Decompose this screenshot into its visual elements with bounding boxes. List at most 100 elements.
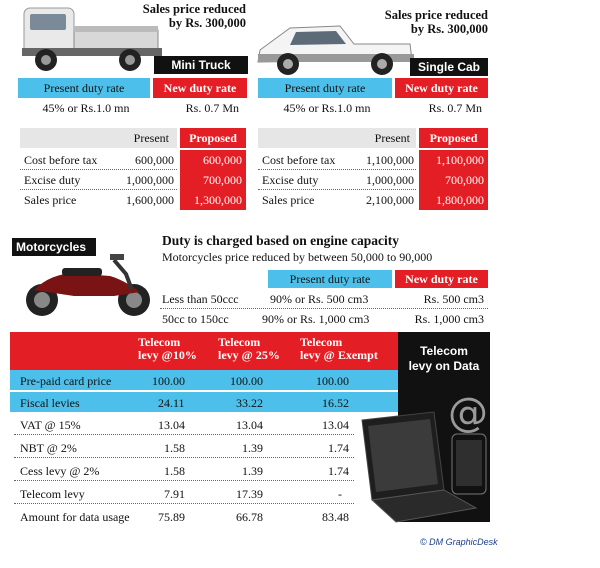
row-value: 100.00 <box>152 374 185 388</box>
motorcycles-subtitle: Motorcycles price reduced by between 50,… <box>162 250 433 264</box>
telecom-header-band <box>10 332 398 370</box>
row-label: Cess levy @ 2% <box>20 464 100 478</box>
divider <box>14 457 354 458</box>
row-label: Excise duty <box>262 173 319 187</box>
row-present: 1,100,000 <box>366 153 414 167</box>
present-duty-header: Present duty rate <box>268 270 392 288</box>
divider <box>258 169 416 170</box>
row-label: Amount for data usage <box>20 510 130 524</box>
row-label: Cost before tax <box>24 153 98 167</box>
new-duty-value: Rs. 0.7 Mn <box>185 101 239 115</box>
row-value: 13.04 <box>322 418 349 432</box>
row-value: 7.91 <box>164 487 185 501</box>
row-highlight <box>10 370 398 390</box>
col-header-line: Telecom <box>300 335 343 349</box>
telecom-col-header-2: Telecom levy @ 25% <box>218 336 280 362</box>
row-label: Less than 50ccc <box>162 292 239 306</box>
side-label-line: levy on Data <box>408 359 480 373</box>
caption-line: Sales price reduced <box>384 8 488 22</box>
table-row: Excise duty 1,000,000 <box>262 173 414 188</box>
table-row: Cost before tax 600,000 <box>24 153 174 168</box>
divider <box>160 308 488 309</box>
present-duty-header: Present duty rate <box>18 78 150 98</box>
single-cab-image <box>257 25 414 75</box>
copyright-icon: © <box>420 537 427 547</box>
row-value: 33.22 <box>236 396 263 410</box>
col-header-line: levy @ Exempt <box>300 348 378 362</box>
row-value: 1.58 <box>164 464 185 478</box>
present-duty-header: Present duty rate <box>258 78 392 98</box>
divider <box>20 169 177 170</box>
present-duty-value: 45% or Rs.1.0 mn <box>42 101 130 115</box>
row-proposed: 600,000 <box>203 153 242 167</box>
row-present: 1,000,000 <box>366 173 414 187</box>
row-value: 1.74 <box>328 464 349 478</box>
table-present-header: Present <box>20 128 177 148</box>
svg-text:@: @ <box>448 390 488 436</box>
table-proposed-header: Proposed <box>180 128 246 148</box>
new-duty-header: New duty rate <box>153 78 247 98</box>
proposed-column-bg <box>419 150 488 210</box>
proposed-column-bg <box>180 150 246 210</box>
row-value: 100.00 <box>316 374 349 388</box>
row-label: VAT @ 15% <box>20 418 81 432</box>
row-present: 1,000,000 <box>126 173 174 187</box>
mini-truck-label: Mini Truck <box>154 56 248 74</box>
row-value: 13.04 <box>236 418 263 432</box>
row-label: Pre-paid card price <box>20 374 112 388</box>
row-present: 2,100,000 <box>366 193 414 207</box>
row-value: 1.39 <box>242 441 263 455</box>
row-value: - <box>338 487 342 501</box>
motorcycles-title: Duty is charged based on engine capacity <box>162 233 400 248</box>
side-label-line: Telecom <box>420 344 468 358</box>
table-row: Cost before tax 1,100,000 <box>262 153 414 168</box>
divider <box>14 480 354 481</box>
row-new: Rs. 1,000 cm3 <box>414 312 484 326</box>
row-label: Sales price <box>24 193 77 207</box>
row-present: 600,000 <box>135 153 174 167</box>
row-present: 1,600,000 <box>126 193 174 207</box>
col-header-line: levy @ 25% <box>218 348 280 362</box>
row-new: Rs. 500 cm3 <box>423 292 484 306</box>
present-duty-value: 45% or Rs.1.0 mn <box>283 101 371 115</box>
mini-truck-image <box>22 7 162 71</box>
divider <box>258 189 416 190</box>
telecom-col-header-1: Telecom levy @10% <box>138 336 197 362</box>
row-label: Excise duty <box>24 173 81 187</box>
row-label: Telecom levy <box>20 487 85 501</box>
mini-truck-caption: Sales price reduced by Rs. 300,000 <box>128 2 246 30</box>
row-proposed: 1,800,000 <box>436 193 484 207</box>
credit-text: DM GraphicDesk <box>429 537 498 547</box>
table-row: Sales price 2,100,000 <box>262 193 414 208</box>
row-value: 66.78 <box>236 510 263 524</box>
row-highlight <box>10 392 398 412</box>
telecom-col-header-3: Telecom levy @ Exempt <box>300 336 378 362</box>
row-value: 1.74 <box>328 441 349 455</box>
caption-line: Sales price reduced <box>142 2 246 16</box>
divider <box>20 189 177 190</box>
row-present: 90% or Rs. 500 cm3 <box>270 292 369 306</box>
col-header-line: Telecom <box>218 335 261 349</box>
motorcycle-image <box>26 254 150 316</box>
row-value: 17.39 <box>236 487 263 501</box>
row-value: 24.11 <box>158 396 185 410</box>
new-duty-header: New duty rate <box>395 78 488 98</box>
row-label: Fiscal levies <box>20 396 80 410</box>
new-duty-header: New duty rate <box>395 270 488 288</box>
col-header-line: levy @10% <box>138 348 197 362</box>
row-label: 50cc to 150cc <box>162 312 229 326</box>
single-cab-caption: Sales price reduced by Rs. 300,000 <box>360 8 488 36</box>
row-label: NBT @ 2% <box>20 441 77 455</box>
table-row: Excise duty 1,000,000 <box>24 173 174 188</box>
credit: © DM GraphicDesk <box>420 537 498 547</box>
row-value: 83.48 <box>322 510 349 524</box>
telecom-side-label: Telecom levy on Data <box>398 344 490 374</box>
row-proposed: 1,300,000 <box>194 193 242 207</box>
caption-line: by Rs. 300,000 <box>410 22 488 36</box>
caption-line: by Rs. 300,000 <box>168 16 246 30</box>
single-cab-label: Single Cab <box>410 58 488 76</box>
table-proposed-header: Proposed <box>419 128 488 148</box>
divider <box>14 503 354 504</box>
row-value: 100.00 <box>230 374 263 388</box>
row-label: Cost before tax <box>262 153 336 167</box>
